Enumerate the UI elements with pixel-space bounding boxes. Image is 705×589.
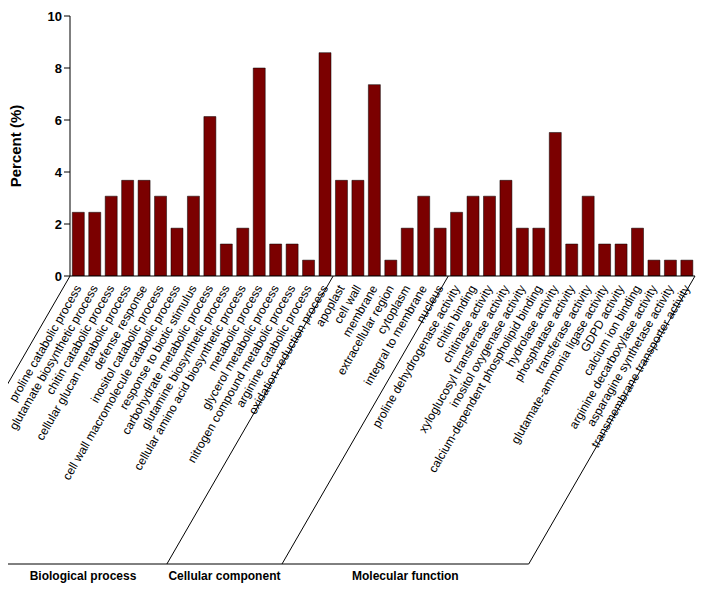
svg-text:Cellular component: Cellular component: [168, 569, 280, 583]
svg-text:xyloglucosyl transferase activ: xyloglucosyl transferase activity: [415, 282, 513, 436]
svg-text:cytoplasm: cytoplasm: [374, 282, 414, 337]
svg-text:extracellular region: extracellular region: [334, 282, 397, 378]
svg-text:0: 0: [55, 269, 62, 284]
svg-text:arginine catabolic process: arginine catabolic process: [233, 283, 314, 410]
svg-text:inositol catabolic process: inositol catabolic process: [87, 282, 167, 406]
svg-text:4: 4: [55, 165, 63, 180]
svg-text:6: 6: [55, 113, 62, 128]
svg-text:metabolic process: metabolic process: [204, 282, 266, 374]
svg-text:calcium-dependent phospholipid: calcium-dependent phospholipid binding: [426, 283, 545, 475]
svg-text:cell wall: cell wall: [330, 282, 365, 326]
svg-text:nitrogen compound metabolic pr: nitrogen compound metabolic process: [184, 282, 299, 466]
svg-text:Biological process: Biological process: [30, 569, 137, 583]
svg-text:chitin binding: chitin binding: [432, 282, 480, 351]
svg-text:asparagine synthetase activity: asparagine synthetase activity: [584, 283, 677, 429]
svg-text:hydrolase activity: hydrolase activity: [503, 282, 562, 370]
svg-text:10: 10: [48, 9, 62, 24]
svg-text:response to biotic stimulus: response to biotic stimulus: [116, 282, 200, 413]
svg-text:Percent (%): Percent (%): [8, 105, 24, 188]
svg-text:carbohydrate metabolic process: carbohydrate metabolic process: [118, 282, 216, 437]
svg-text:cellular amino acid biosynthet: cellular amino acid biosynthetic process: [131, 282, 249, 473]
svg-text:inositol oxygenase activity: inositol oxygenase activity: [447, 282, 529, 410]
svg-text:Molecular function: Molecular function: [352, 569, 459, 583]
svg-text:2: 2: [55, 217, 62, 232]
svg-text:GDPD activity: GDPD activity: [577, 282, 628, 355]
svg-text:transferase activity: transferase activity: [532, 282, 595, 377]
svg-text:glutamate-ammonia ligase activ: glutamate-ammonia ligase activity: [508, 282, 611, 447]
svg-text:chitin catabolic process: chitin catabolic process: [43, 282, 118, 397]
svg-text:glutamine biosynthetic process: glutamine biosynthetic process: [138, 282, 233, 432]
svg-text:cellular glucan metabolic proc: cellular glucan metabolic process: [33, 282, 134, 443]
svg-text:calcium ion binding: calcium ion binding: [580, 282, 644, 378]
svg-text:membrane: membrane: [339, 282, 381, 340]
svg-text:proline dehydrogenase activity: proline dehydrogenase activity: [369, 282, 463, 430]
svg-text:glycerol metabolic process: glycerol metabolic process: [199, 282, 282, 413]
svg-text:phosphatase activity: phosphatase activity: [511, 282, 578, 384]
svg-text:transmembrane transporter acti: transmembrane transporter activity: [588, 283, 693, 451]
svg-text:defense response: defense response: [90, 282, 151, 373]
svg-text:apoplast: apoplast: [312, 282, 348, 329]
svg-text:oxidation-reduction process: oxidation-reduction process: [246, 283, 331, 417]
svg-text:arginine decarboxylase activit: arginine decarboxylase activity: [566, 282, 661, 432]
svg-text:integral to membrane: integral to membrane: [361, 282, 430, 388]
svg-text:8: 8: [55, 61, 62, 76]
svg-text:cell wall macromolecule catabo: cell wall macromolecule catabolic proces…: [59, 282, 184, 483]
svg-text:nucleus: nucleus: [413, 282, 447, 326]
svg-text:chitinase activity: chitinase activity: [439, 282, 496, 366]
